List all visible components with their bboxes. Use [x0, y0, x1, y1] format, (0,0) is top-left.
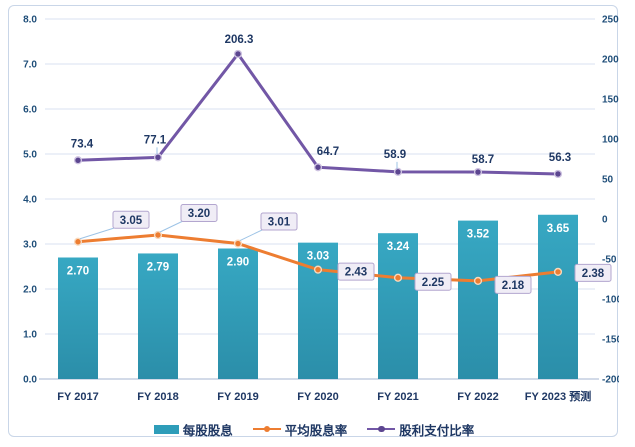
- bar: [458, 220, 498, 379]
- legend-line-swatch-icon: [367, 424, 396, 434]
- legend-dot-icon: [378, 425, 385, 432]
- legend-item: 平均股息率: [252, 420, 348, 439]
- line-marker: [473, 167, 483, 177]
- right-axis-tick: 150: [602, 95, 619, 106]
- legend-label: 股利支付比率: [399, 423, 475, 438]
- line-marker: [153, 230, 163, 240]
- line-value-label: 2.18: [502, 280, 525, 292]
- legend-dot-icon: [263, 425, 271, 432]
- bar-value-label: 2.70: [67, 266, 89, 278]
- legend-line-swatch-icon: [252, 424, 281, 434]
- left-axis-tick: 5.0: [23, 150, 37, 161]
- x-axis-category-label: FY 2017: [57, 391, 98, 403]
- left-axis-tick: 2.0: [23, 285, 37, 296]
- x-axis-category-label: FY 2021: [377, 391, 418, 403]
- callout-leader-line: [239, 229, 264, 242]
- line-marker: [553, 267, 563, 277]
- bar: [298, 242, 338, 379]
- line-marker: [73, 156, 83, 165]
- line-marker: [393, 273, 403, 282]
- line-marker: [153, 153, 163, 162]
- x-axis-category-label: FY 2019: [217, 391, 258, 403]
- line-marker: [473, 276, 483, 286]
- line-value-label: 2.43: [345, 267, 367, 279]
- right-axis-tick: 250: [602, 15, 619, 26]
- line-marker: [313, 163, 323, 172]
- x-axis-category-label: FY 2018: [137, 391, 178, 403]
- bar-value-label: 2.90: [227, 257, 249, 269]
- bar-value-label: 3.52: [467, 229, 489, 241]
- left-axis-tick: 3.0: [23, 240, 37, 251]
- line-marker: [393, 167, 403, 176]
- callout-box: [260, 212, 298, 231]
- bar: [378, 233, 418, 379]
- right-axis-tick: 100: [602, 135, 619, 146]
- line-value-label: 206.3: [225, 34, 254, 46]
- callout-box: [337, 262, 375, 281]
- combo-chart-canvas: 0.0 1.0 2.0 3.0 4.0 5.0 6.0 7.0 8.0 -200 -150 -100 -…: [23, 15, 619, 404]
- callout-box: [180, 204, 218, 222]
- line-value-label: 64.7: [317, 146, 339, 158]
- bar-value-label: 3.03: [307, 251, 329, 263]
- legend-label: 平均股息率: [284, 423, 348, 438]
- legend-bar-swatch-icon: [153, 424, 179, 434]
- right-axis-tick: -200: [602, 375, 619, 386]
- line-value-label: 73.4: [71, 138, 94, 150]
- line-marker: [553, 169, 563, 179]
- line-marker: [73, 237, 83, 246]
- bar-value-label: 2.79: [147, 261, 169, 273]
- bar: [138, 253, 178, 379]
- bar: [218, 248, 258, 379]
- line-marker: [313, 265, 323, 274]
- left-axis-tick: 1.0: [23, 330, 37, 341]
- legend-item: 股利支付比率: [367, 420, 474, 439]
- callout-leader-line: [79, 227, 116, 240]
- x-axis-category-label: FY 2020: [297, 391, 338, 403]
- left-axis-tick: 6.0: [23, 105, 37, 116]
- line-value-label: 58.7: [472, 154, 494, 166]
- right-axis-tick: -150: [602, 335, 619, 346]
- line-value-label: 58.9: [384, 149, 406, 161]
- right-axis-tick: 0: [602, 215, 608, 226]
- chart-frame: 0.0 1.0 2.0 3.0 4.0 5.0 6.0 7.0 8.0 -200 -150 -100 -…: [8, 5, 619, 438]
- line-value-label: 2.25: [422, 277, 445, 289]
- legend-label: 每股股息: [182, 423, 233, 438]
- right-axis-tick: 200: [602, 55, 619, 66]
- line-value-label: 56.3: [549, 152, 571, 164]
- line-value-label: 3.05: [120, 215, 143, 227]
- callout-box: [494, 275, 532, 294]
- right-axis-tick: -50: [602, 255, 617, 266]
- legend-item: 每股股息: [153, 420, 233, 439]
- right-axis-tick: 50: [602, 175, 614, 186]
- left-axis-tick: 0.0: [23, 375, 37, 386]
- chart-legend: 每股股息 平均股息率 股利支付比率: [9, 417, 619, 441]
- x-axis-category-label: FY 2023 预测: [525, 389, 591, 403]
- callout-box: [112, 210, 150, 229]
- bar-value-label: 3.65: [547, 223, 570, 235]
- line-value-label: 3.01: [268, 217, 291, 229]
- bar-value-label: 3.24: [387, 241, 410, 253]
- x-axis-category-label: FY 2022: [457, 391, 498, 403]
- line-marker: [233, 239, 243, 248]
- line-value-label: 2.38: [582, 268, 605, 280]
- left-axis-tick: 8.0: [23, 15, 37, 26]
- right-axis-tick: -100: [602, 295, 619, 306]
- left-axis-tick: 7.0: [23, 60, 37, 71]
- callout-box: [574, 263, 612, 282]
- callout-leader-line: [159, 220, 184, 233]
- line-marker: [233, 49, 243, 59]
- line-value-label: 3.20: [188, 208, 210, 220]
- bar: [58, 257, 98, 379]
- left-axis-tick: 4.0: [23, 195, 37, 206]
- bar: [538, 214, 578, 379]
- line-value-label: 77.1: [144, 134, 167, 146]
- callout-box: [414, 272, 452, 291]
